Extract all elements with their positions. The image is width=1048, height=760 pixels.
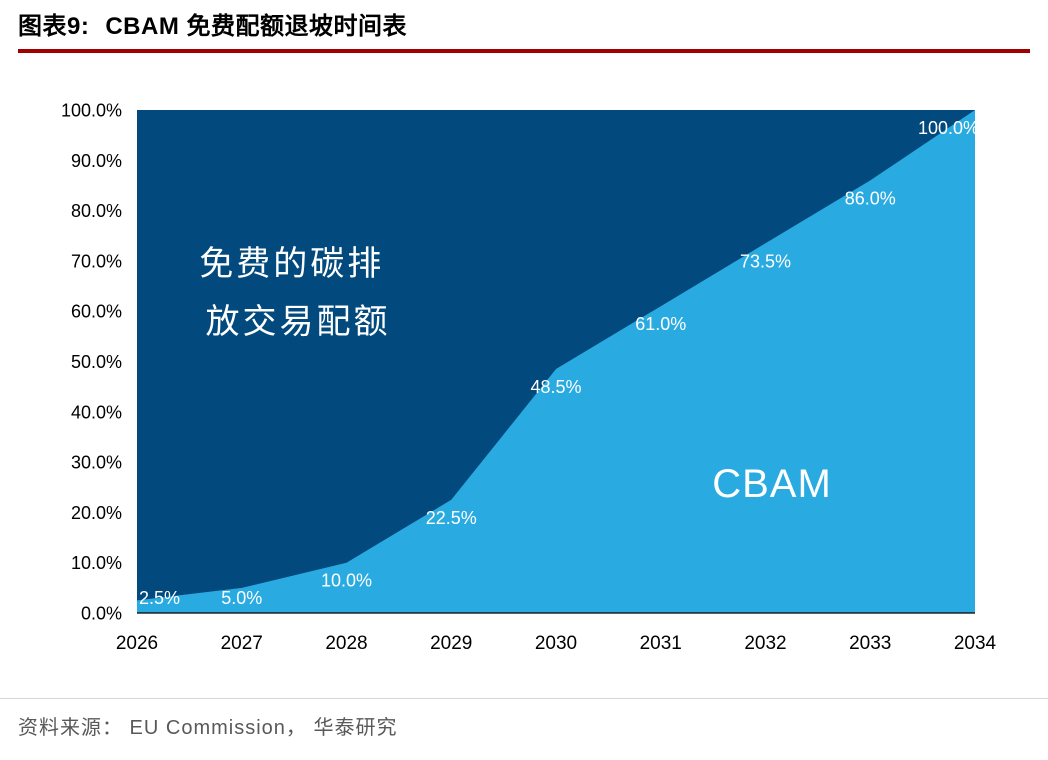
x-axis-labels: 2026 2027 2028 2029 2030 2031 2032 2033 2034 bbox=[116, 633, 997, 654]
y-tick-label: 0.0% bbox=[81, 604, 122, 624]
data-label: 10.0% bbox=[321, 571, 372, 591]
x-tick-label: 2032 bbox=[744, 633, 786, 654]
x-tick-label: 2031 bbox=[640, 633, 682, 654]
y-tick-label: 90.0% bbox=[71, 151, 122, 171]
y-tick-label: 80.0% bbox=[71, 201, 122, 221]
cbam-area-label: CBAM bbox=[712, 462, 832, 506]
y-tick-label: 70.0% bbox=[71, 251, 122, 271]
free-allowance-label-line2: 放交易配额 bbox=[206, 303, 391, 341]
data-label: 86.0% bbox=[845, 188, 896, 208]
data-label: 100.0% bbox=[918, 118, 979, 138]
x-tick-label: 2027 bbox=[221, 633, 263, 654]
title-underline bbox=[18, 49, 1030, 53]
data-label: 48.5% bbox=[530, 377, 581, 397]
data-label: 22.5% bbox=[426, 508, 477, 528]
y-tick-label: 20.0% bbox=[71, 503, 122, 523]
data-label: 2.5% bbox=[139, 588, 180, 608]
free-allowance-label-line1: 免费的碳排 bbox=[199, 245, 384, 283]
y-tick-label: 10.0% bbox=[71, 553, 122, 573]
y-tick-label: 50.0% bbox=[71, 352, 122, 372]
figure-title: 图表9: CBAM 免费配额退坡时间表 bbox=[18, 12, 1030, 42]
x-tick-label: 2028 bbox=[325, 633, 367, 654]
y-tick-label: 40.0% bbox=[71, 402, 122, 422]
cbam-area bbox=[137, 110, 975, 613]
x-tick-label: 2029 bbox=[430, 633, 472, 654]
data-label: 73.5% bbox=[740, 251, 791, 271]
chart-areas bbox=[137, 110, 975, 613]
y-tick-label: 60.0% bbox=[71, 302, 122, 322]
x-tick-label: 2034 bbox=[954, 633, 997, 654]
data-label: 61.0% bbox=[635, 314, 686, 334]
source-text: 资料来源： EU Commission， 华泰研究 bbox=[18, 717, 398, 739]
y-tick-label: 30.0% bbox=[71, 453, 122, 473]
x-tick-label: 2026 bbox=[116, 633, 158, 654]
figure-footer: 资料来源： EU Commission， 华泰研究 bbox=[0, 698, 1048, 740]
chart-area: 0.0% 10.0% 20.0% 30.0% 40.0% 50.0% 60.0% 70.0% 8… bbox=[0, 85, 1048, 685]
figure-title-text: CBAM 免费配额退坡时间表 bbox=[105, 13, 407, 40]
cbam-stacked-area-chart: 0.0% 10.0% 20.0% 30.0% 40.0% 50.0% 60.0% 70.0% 8… bbox=[61, 101, 997, 655]
x-tick-label: 2030 bbox=[535, 633, 577, 654]
figure-label: 图表9: bbox=[18, 13, 90, 40]
data-labels: 2.5% 5.0% 10.0% 22.5% 48.5% 61.0% 73.5% 86.0% 10… bbox=[139, 118, 979, 608]
y-tick-label: 100.0% bbox=[61, 101, 122, 121]
figure-header: 图表9: CBAM 免费配额退坡时间表 bbox=[0, 0, 1048, 53]
data-label: 5.0% bbox=[221, 588, 262, 608]
y-axis-labels: 0.0% 10.0% 20.0% 30.0% 40.0% 50.0% 60.0% 70.0% 8… bbox=[61, 101, 122, 624]
free-allowance-area-label: 免费的碳排 放交易配额 bbox=[199, 245, 396, 341]
x-tick-label: 2033 bbox=[849, 633, 891, 654]
